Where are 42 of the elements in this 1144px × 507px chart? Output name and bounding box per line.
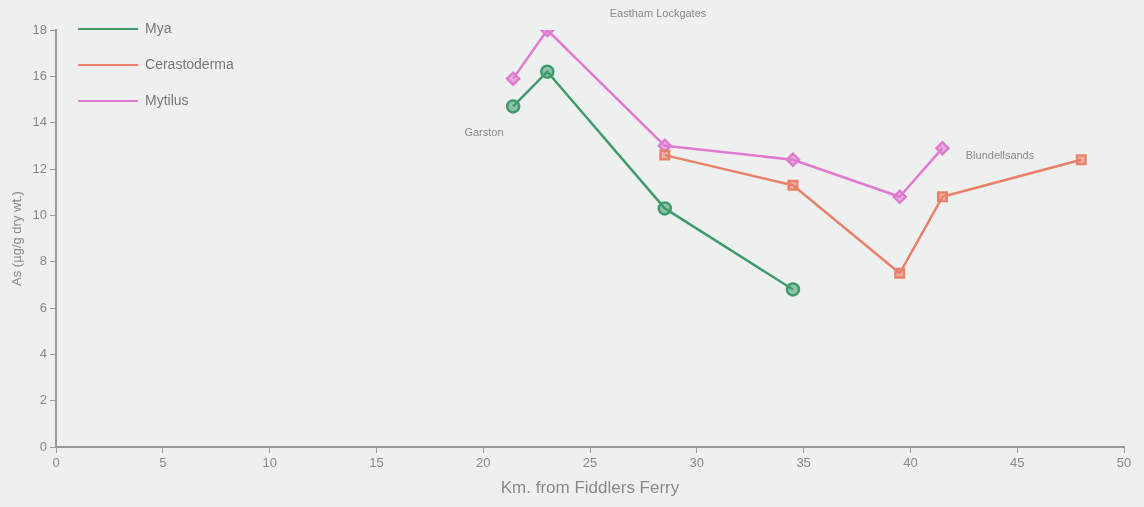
x-tick-label: 40 (903, 455, 918, 471)
annotation: Garston (464, 126, 504, 139)
legend-label: Mytilus (145, 91, 189, 108)
x-tick-label: 15 (369, 455, 384, 471)
y-tick-label: 18 (32, 21, 48, 37)
point (505, 71, 521, 86)
point (935, 140, 950, 156)
y-tick-label: 8 (39, 253, 48, 269)
point (892, 189, 907, 205)
y-axis-title: As (µg/g dry wt.) (9, 191, 25, 286)
point (540, 64, 555, 79)
y-tick-label: 2 (39, 392, 48, 408)
point (787, 179, 799, 191)
x-tick-label: 50 (1116, 455, 1132, 471)
x-tick-label: 20 (476, 455, 491, 471)
point (659, 149, 671, 161)
point (1075, 154, 1087, 166)
point (657, 201, 673, 216)
y-tick-label: 10 (32, 206, 48, 222)
x-tick-label: 45 (1009, 455, 1025, 471)
x-tick-label: 10 (262, 455, 277, 471)
x-tick-label: 30 (689, 455, 705, 471)
point (785, 152, 801, 167)
point (936, 191, 948, 203)
x-tick-label: 35 (796, 455, 811, 471)
y-tick-label: 14 (32, 114, 48, 130)
point (894, 267, 906, 279)
legend-label: Mya (145, 19, 172, 36)
y-tick-label: 0 (39, 438, 48, 454)
y-tick-label: 16 (32, 67, 48, 83)
x-tick-label: 25 (582, 455, 598, 471)
x-tick-label: 0 (52, 455, 60, 471)
legend-label: Cerastoderma (145, 55, 234, 72)
point (505, 99, 521, 114)
text: Eastham Lockgates (609, 7, 707, 20)
point (785, 282, 801, 297)
y-tick-label: 12 (32, 160, 48, 176)
x-tick-label: 5 (159, 455, 167, 471)
annotation: Blundellsands (965, 149, 1035, 162)
y-tick-label: 4 (39, 345, 48, 361)
y-tick-label: 6 (39, 299, 48, 315)
x-axis-title: Km. from Fiddlers Ferry (500, 478, 680, 498)
